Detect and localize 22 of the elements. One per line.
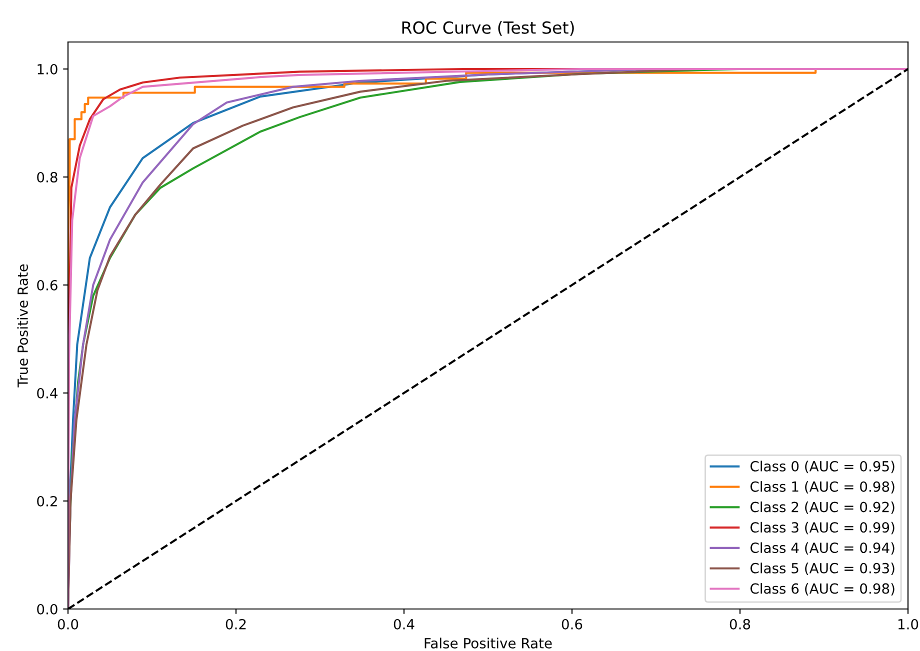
x-axis-title: False Positive Rate xyxy=(424,638,552,648)
x-tick-label: 1.0 xyxy=(898,618,918,630)
legend-label: Class 4 (AUC = 0.94) xyxy=(750,542,894,555)
x-tick-label: 0.8 xyxy=(730,618,750,630)
y-tick-label: 1.0 xyxy=(38,64,58,74)
legend-label: Class 2 (AUC = 0.92) xyxy=(750,502,894,514)
x-tick-label: 0.6 xyxy=(562,618,582,630)
y-tick-label: 0.2 xyxy=(37,496,57,506)
legend-label: Class 6 (AUC = 0.98) xyxy=(750,583,894,596)
y-tick-label: 0.6 xyxy=(37,280,58,290)
x-tick-label: 0.2 xyxy=(226,618,246,630)
x-tick-label: 0.0 xyxy=(58,618,78,630)
y-axis-title: True Positive Rate xyxy=(17,264,28,388)
legend-label: Class 1 (AUC = 0.98) xyxy=(750,481,894,494)
legend-label: Class 5 (AUC = 0.93) xyxy=(750,562,894,576)
legend-label: Class 0 (AUC = 0.95) xyxy=(750,460,894,474)
y-tick-label: 0.4 xyxy=(37,388,58,398)
chart-title: ROC Curve (Test Set) xyxy=(402,21,574,36)
y-tick-label: 0.8 xyxy=(37,172,58,182)
y-tick-label: 0.0 xyxy=(37,604,58,614)
legend-label: Class 3 (AUC = 0.99) xyxy=(750,522,894,534)
x-tick-label: 0.4 xyxy=(394,618,414,630)
